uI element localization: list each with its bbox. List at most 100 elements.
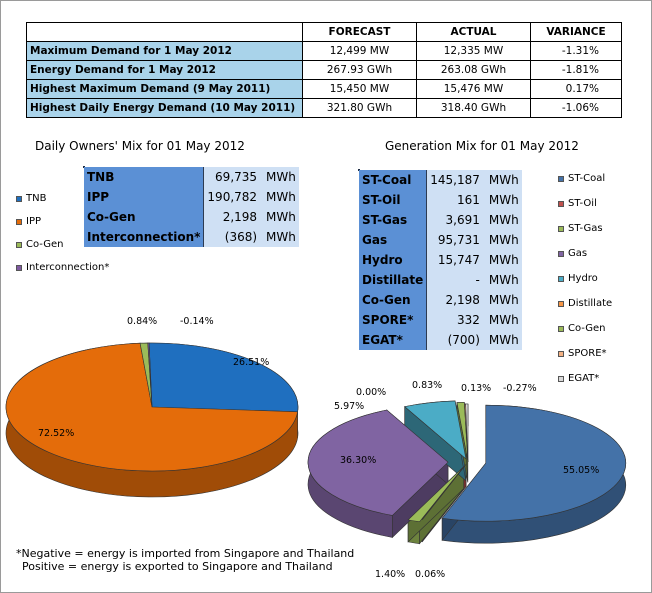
generation-mix-unit: MWh xyxy=(482,190,522,210)
summary-header-actual: ACTUAL xyxy=(416,22,531,42)
legend-label: EGAT* xyxy=(568,373,600,384)
pie-data-label: 5.97% xyxy=(334,401,364,412)
owners-mix-row: IPP 190,782 MWh xyxy=(84,187,299,207)
owners-mix-unit: MWh xyxy=(260,187,299,207)
generation-mix-value: 3,691 xyxy=(426,210,483,230)
legend-swatch xyxy=(558,325,564,332)
summary-row: Highest Daily Energy Demand (10 May 2011… xyxy=(26,98,622,118)
legend-label: Hydro xyxy=(568,273,598,284)
pie-slice-hydro xyxy=(404,400,467,460)
legend-item: ST-Coal xyxy=(558,173,605,184)
legend-swatch xyxy=(558,300,564,307)
generation-mix-name: ST-Coal xyxy=(359,170,428,190)
owners-mix-row: Co-Gen 2,198 MWh xyxy=(84,207,299,227)
generation-mix-unit: MWh xyxy=(482,250,522,270)
legend-item: Co-Gen xyxy=(16,239,64,250)
legend-item: Distillate xyxy=(558,298,612,309)
generation-mix-row: Hydro 15,747 MWh xyxy=(359,250,522,270)
summary-row-variance: -1.31% xyxy=(530,41,622,61)
legend-swatch xyxy=(558,175,564,182)
summary-row-label: Energy Demand for 1 May 2012 xyxy=(26,60,303,80)
generation-mix-value: 332 xyxy=(426,310,483,330)
owners-mix-value: (368) xyxy=(203,227,261,247)
legend-label: Distillate xyxy=(568,298,613,309)
generation-mix-value: 161 xyxy=(426,190,483,210)
legend-swatch xyxy=(16,218,22,225)
generation-mix-name: SPORE* xyxy=(359,310,428,330)
summary-row-forecast: 321.80 GWh xyxy=(302,98,417,118)
generation-mix-name: ST-Gas xyxy=(359,210,428,230)
legend-label: Gas xyxy=(568,248,588,259)
legend-item: TNB xyxy=(16,193,46,204)
owners-mix-value: 190,782 xyxy=(203,187,261,207)
generation-mix-row: ST-Gas 3,691 MWh xyxy=(359,210,522,230)
summary-row-actual: 318.40 GWh xyxy=(416,98,531,118)
pie-data-label: 1.40% xyxy=(375,569,405,580)
legend-swatch xyxy=(558,250,564,257)
pie-slice-interconnection- xyxy=(147,342,153,408)
owners-mix-value: 2,198 xyxy=(203,207,261,227)
pie-data-label: 0.13% xyxy=(461,383,491,394)
generation-mix-row: EGAT* (700) MWh xyxy=(359,330,522,350)
legend-item: IPP xyxy=(16,216,41,227)
generation-mix-value: - xyxy=(426,270,483,290)
generation-mix-name: Hydro xyxy=(359,250,428,270)
summary-row-variance: -1.06% xyxy=(530,98,622,118)
generation-mix-unit: MWh xyxy=(482,290,522,310)
pie-slice-egat- xyxy=(465,403,469,463)
legend-swatch xyxy=(558,350,564,357)
generation-mix-value: 145,187 xyxy=(426,170,483,190)
generation-mix-value: 95,731 xyxy=(426,230,483,250)
summary-header-blank xyxy=(26,22,303,42)
generation-mix-row: ST-Coal 145,187 MWh xyxy=(359,170,522,190)
owners-mix-unit: MWh xyxy=(260,167,299,187)
owners-mix-name: Interconnection* xyxy=(84,227,205,247)
generation-mix-table: ST-Coal 145,187 MWh ST-Oil 161 MWh ST-Gas 3,691… xyxy=(359,170,522,350)
pie-data-label: -0.14% xyxy=(180,316,214,327)
generation-mix-title: Generation Mix for 01 May 2012 xyxy=(385,139,579,153)
owners-mix-name: TNB xyxy=(84,167,205,187)
generation-mix-name: Co-Gen xyxy=(359,290,428,310)
generation-mix-unit: MWh xyxy=(482,330,522,350)
legend-label: IPP xyxy=(26,216,42,227)
legend-swatch xyxy=(16,264,22,271)
summary-row-actual: 15,476 MW xyxy=(416,79,531,99)
generation-mix-row: Co-Gen 2,198 MWh xyxy=(359,290,522,310)
pie-slice-gas xyxy=(307,409,449,516)
legend-label: SPORE* xyxy=(568,348,607,359)
summary-row-label: Maximum Demand for 1 May 2012 xyxy=(26,41,303,61)
generation-mix-name: EGAT* xyxy=(359,330,428,350)
pie-data-label: 36.30% xyxy=(340,455,376,466)
generation-mix-row: Distillate - MWh xyxy=(359,270,522,290)
legend-label: TNB xyxy=(26,193,47,204)
owners-mix-name: Co-Gen xyxy=(84,207,205,227)
legend-label: Interconnection* xyxy=(26,262,110,273)
legend-item: Hydro xyxy=(558,273,598,284)
pie-data-label: 0.00% xyxy=(356,387,386,398)
pie-slice-st-coal xyxy=(441,404,627,522)
pie-data-label: 55.05% xyxy=(563,465,599,476)
pie-data-label: 26.51% xyxy=(233,357,269,368)
legend-swatch xyxy=(558,275,564,282)
summary-row: Maximum Demand for 1 May 2012 12,499 MW 12… xyxy=(26,41,622,61)
pie-data-label: 72.52% xyxy=(38,428,74,439)
legend-item: ST-Gas xyxy=(558,223,603,234)
legend-item: Co-Gen xyxy=(558,323,606,334)
pie-data-label: 0.06% xyxy=(415,569,445,580)
generation-mix-table-frame: ST-Coal 145,187 MWh ST-Oil 161 MWh ST-Gas 3,691… xyxy=(358,169,522,350)
legend-item: Gas xyxy=(558,248,587,259)
pie-slice-tnb xyxy=(148,342,299,413)
legend-item: EGAT* xyxy=(558,373,599,384)
owners-mix-row: TNB 69,735 MWh xyxy=(84,167,299,187)
generation-mix-name: Gas xyxy=(359,230,428,250)
generation-mix-unit: MWh xyxy=(482,230,522,250)
owners-mix-value: 69,735 xyxy=(203,167,261,187)
generation-mix-unit: MWh xyxy=(482,270,522,290)
legend-label: ST-Oil xyxy=(568,198,597,209)
generation-mix-row: SPORE* 332 MWh xyxy=(359,310,522,330)
summary-row-actual: 12,335 MW xyxy=(416,41,531,61)
pie-data-label: -0.27% xyxy=(503,383,537,394)
owners-mix-unit: MWh xyxy=(260,227,299,247)
summary-row-forecast: 267.93 GWh xyxy=(302,60,417,80)
generation-mix-unit: MWh xyxy=(482,210,522,230)
